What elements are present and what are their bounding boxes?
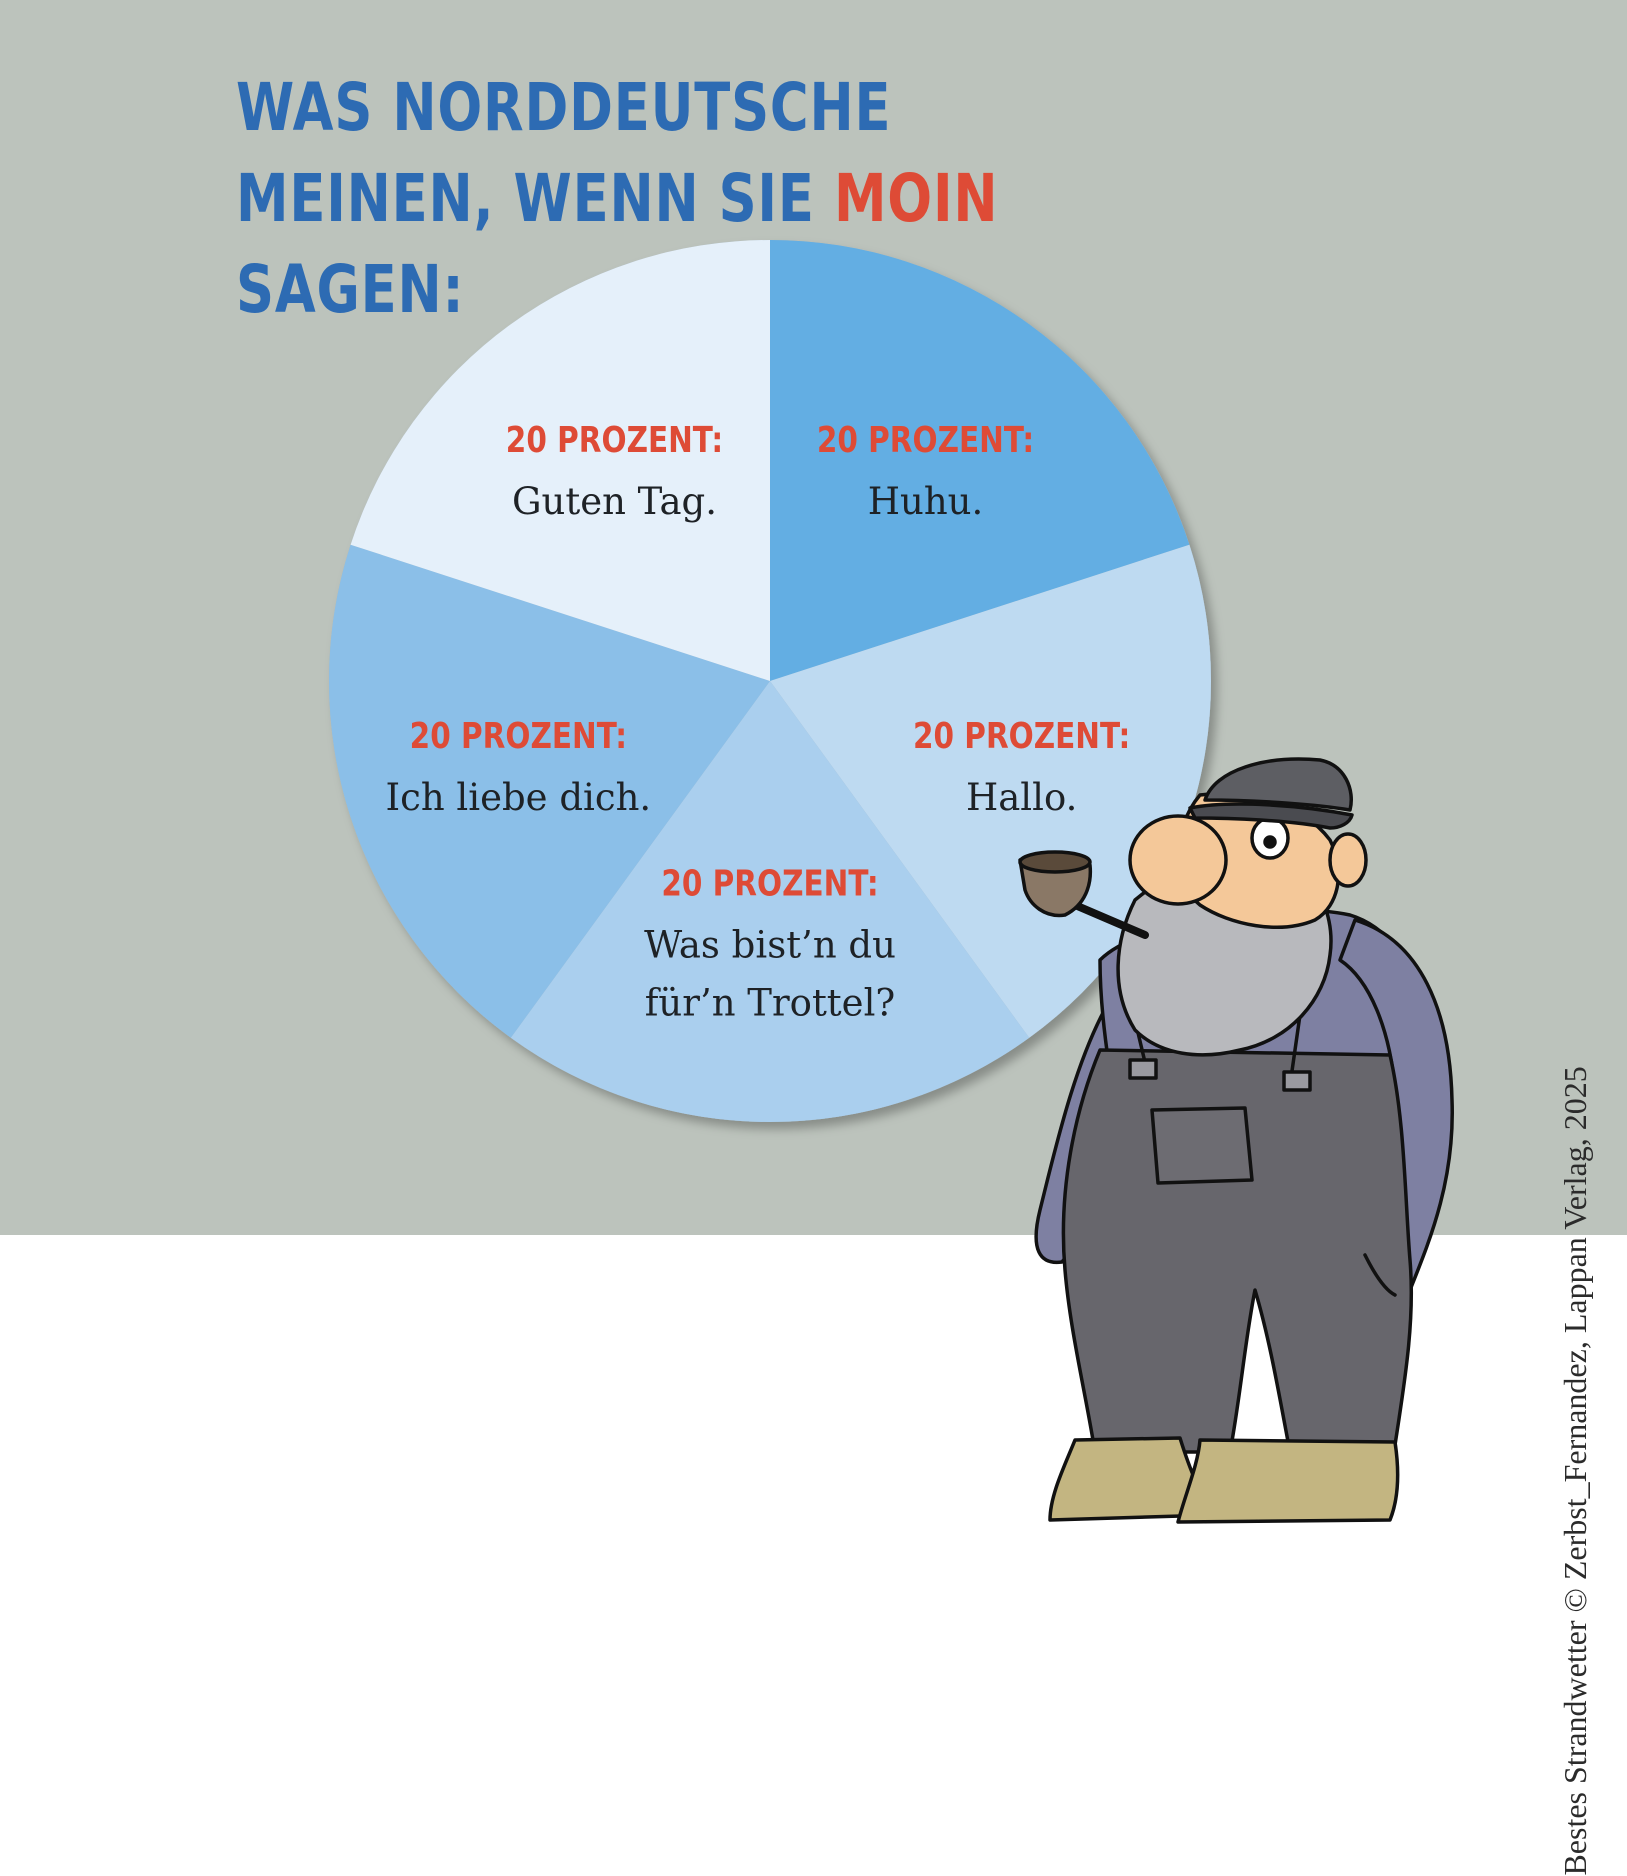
title-line-2: SAGEN: bbox=[236, 251, 465, 329]
slice-5-text-line-1: Guten Tag. bbox=[512, 480, 717, 523]
slice-4-percent-label: 20 PROZENT: bbox=[410, 714, 627, 757]
title-accent-word: MOIN bbox=[833, 160, 999, 238]
chart-title: WAS NORDDEUTSCHE MEINEN, WENN SIE MOIN S… bbox=[236, 62, 1156, 335]
nose bbox=[1128, 814, 1228, 906]
cap bbox=[1203, 757, 1353, 812]
slice-3-text-line-2: für’n Trottel? bbox=[645, 982, 896, 1025]
slice-3-text-line-1: Was bist’n du bbox=[644, 924, 896, 967]
cap-peak bbox=[1188, 802, 1354, 830]
pipe-stem bbox=[1071, 901, 1149, 939]
slice-1-percent-label: 20 PROZENT: bbox=[817, 418, 1034, 461]
pie-slice-3 bbox=[510, 681, 1030, 1123]
pie-slice-4 bbox=[328, 544, 770, 1038]
pie-slices bbox=[328, 240, 1211, 1123]
right-buckle bbox=[1282, 1070, 1312, 1092]
fisherman-with-pipe-illustration bbox=[1018, 757, 1454, 1524]
ear bbox=[1328, 832, 1368, 888]
right-boot bbox=[1176, 1438, 1400, 1524]
copyright-credit: Bestes Strandwetter © Zerbst_Fernandez, … bbox=[1557, 1066, 1593, 1876]
pie-chart: 20 PROZENT: Huhu. 20 PROZENT: Hallo. 20 PROZ… bbox=[328, 240, 1211, 1123]
credit-rotated: Bestes Strandwetter © Zerbst_Fernandez, … bbox=[1554, 257, 1594, 1875]
slice-2-text-line-1: Hallo. bbox=[966, 776, 1077, 819]
pocket-line bbox=[1363, 1253, 1397, 1297]
left-buckle bbox=[1128, 1058, 1158, 1080]
title-line-1: WAS NORDDEUTSCHE MEINEN, WENN SIE MOIN bbox=[236, 62, 1156, 244]
pie-slice-5 bbox=[350, 240, 770, 681]
pupil bbox=[1263, 835, 1277, 849]
slice-1-text-line-1: Huhu. bbox=[868, 480, 984, 523]
slice-4-text-line-1: Ich liebe dich. bbox=[386, 776, 652, 819]
slice-5-percent-label: 20 PROZENT: bbox=[506, 418, 723, 461]
overalls bbox=[1061, 1048, 1414, 1454]
bib-pocket bbox=[1150, 1106, 1254, 1185]
slice-3-percent-label: 20 PROZENT: bbox=[661, 862, 878, 905]
pie-labels: 20 PROZENT: Huhu. 20 PROZENT: Hallo. 20 PROZ… bbox=[386, 418, 1131, 1025]
title-prefix: WAS NORDDEUTSCHE MEINEN, WENN SIE bbox=[236, 69, 892, 238]
pie-slice-1 bbox=[770, 240, 1190, 681]
pipe-bowl-top bbox=[1018, 850, 1092, 874]
slice-2-percent-label: 20 PROZENT: bbox=[913, 714, 1130, 757]
